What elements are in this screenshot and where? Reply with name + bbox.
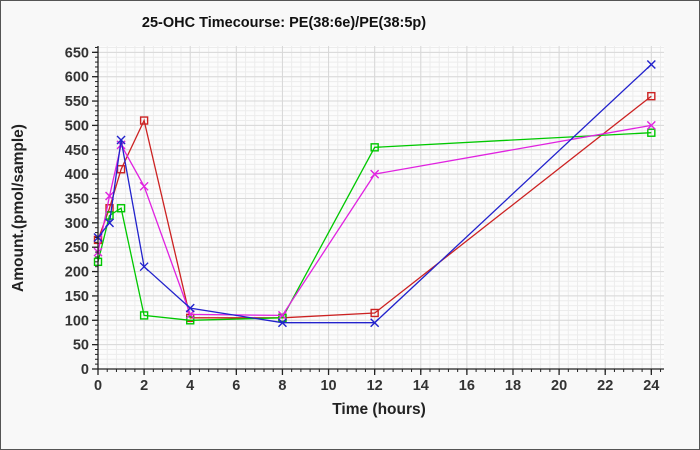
x-tick-label: 20	[551, 378, 567, 394]
y-tick-label: 400	[65, 167, 89, 183]
x-tick-label: 24	[643, 378, 659, 394]
data-point-marker	[370, 169, 380, 179]
x-tick-label: 10	[320, 378, 336, 394]
tick-marks-and-labels: 0 2 4 6 8 10 12 14 16 18 20 22 240501001502002503003…	[65, 45, 662, 394]
data-point-marker	[370, 143, 379, 152]
y-axis-title: Amount.(pmol/sample)	[10, 124, 27, 292]
data-point-marker	[186, 316, 195, 325]
series-blue-crosses	[93, 60, 656, 328]
x-axis-title: Time (hours)	[332, 401, 426, 418]
data-point-marker	[185, 309, 195, 319]
x-tick-label: 16	[459, 378, 475, 394]
y-tick-label: 350	[65, 191, 89, 207]
y-tick-label: 50	[73, 338, 89, 354]
data-point-marker	[116, 135, 126, 145]
data-point-marker	[139, 311, 149, 320]
data-point-marker	[139, 116, 149, 125]
data-point-marker	[370, 318, 380, 328]
series-line-blue-crosses	[97, 64, 652, 324]
data-point-marker	[277, 318, 287, 328]
y-tick-label: 250	[65, 240, 89, 256]
x-tick-label: 2	[140, 378, 148, 394]
series-line-red-squares	[97, 95, 652, 319]
y-tick-label: 550	[65, 94, 89, 110]
data-point-marker	[185, 303, 195, 313]
data-point-marker	[370, 308, 379, 318]
data-point-marker	[105, 218, 115, 228]
y-tick-label: 600	[65, 70, 89, 86]
data-point-marker	[139, 181, 149, 191]
data-point-marker	[277, 310, 287, 320]
x-tick-label: 12	[367, 378, 383, 394]
y-tick-label: 300	[65, 216, 89, 232]
data-point-marker	[647, 91, 656, 101]
chart-title: 25-OHC Timecourse: PE(38:6e)/PE(38:5p)	[142, 15, 426, 31]
y-tick-label: 500	[65, 118, 89, 134]
x-tick-label: 4	[186, 378, 194, 394]
data-point-marker	[646, 120, 656, 130]
data-point-marker	[647, 128, 656, 137]
data-series-layer	[93, 60, 656, 328]
series-red-squares	[93, 91, 656, 323]
x-tick-label: 6	[232, 378, 240, 394]
series-line-magenta-crosses	[97, 124, 652, 317]
y-tick-label: 650	[65, 45, 89, 61]
x-tick-label: 18	[505, 378, 521, 394]
series-line-green-squares	[97, 132, 652, 321]
data-point-marker	[105, 191, 115, 201]
data-point-marker	[139, 262, 149, 272]
data-point-marker	[646, 60, 656, 70]
y-tick-label: 450	[65, 143, 89, 159]
x-tick-label: 14	[413, 378, 429, 394]
y-tick-label: 0	[81, 362, 89, 378]
x-tick-label: 8	[278, 378, 286, 394]
x-tick-label: 22	[597, 378, 613, 394]
y-tick-label: 150	[65, 289, 89, 305]
x-tick-label: 0	[94, 378, 102, 394]
y-tick-label: 200	[65, 265, 89, 281]
data-point-marker	[116, 204, 126, 213]
y-tick-label: 100	[65, 313, 89, 329]
